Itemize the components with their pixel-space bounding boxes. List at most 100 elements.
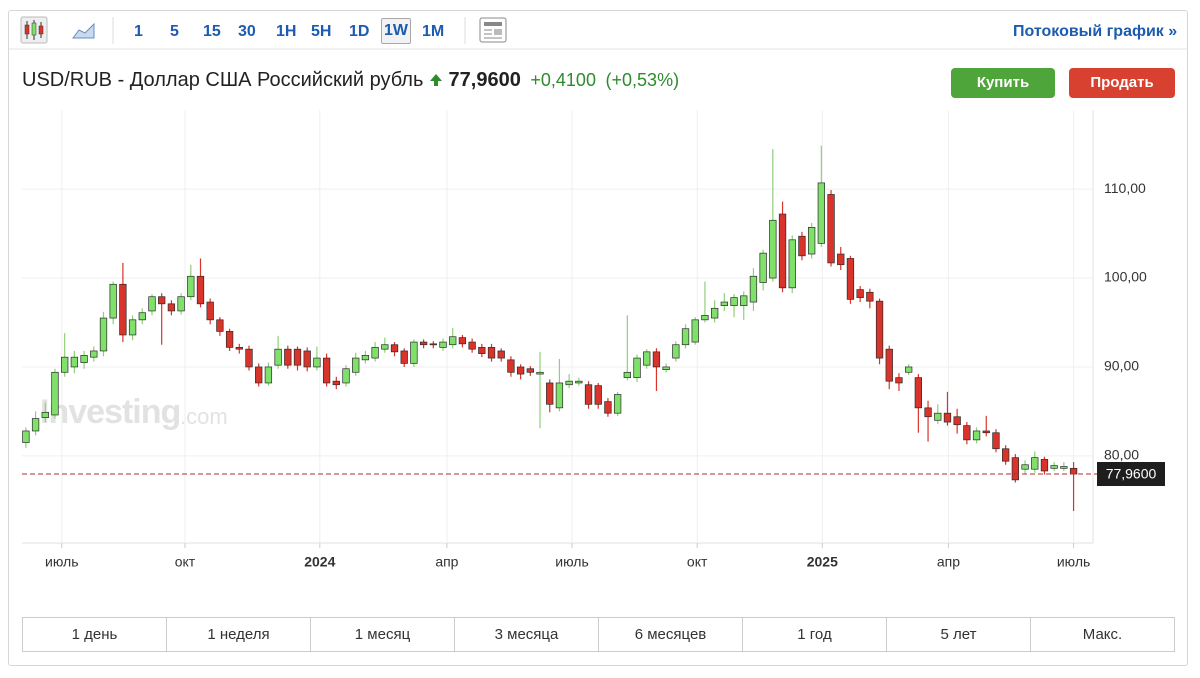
candle-body [61,356,69,373]
candle-icon[interactable] [20,16,48,44]
timeframe[interactable]: 1W [381,18,411,44]
candle-body [381,344,389,350]
candle-body [623,371,631,378]
y-tick-label: 100,00 [1104,269,1147,285]
candle-body [439,341,447,348]
candle-body [594,385,602,405]
period-button[interactable]: 5 лет [887,618,1031,651]
y-tick-label: 90,00 [1104,358,1139,374]
candle-body [914,377,923,409]
candle-body [1031,457,1039,470]
candle-body [468,341,476,350]
y-tick-label: 110,00 [1104,180,1146,196]
candle-body [953,416,961,426]
news-icon[interactable] [479,17,507,43]
candle-body [972,430,981,441]
area-icon[interactable] [72,22,95,39]
change-pct: (+0,53%) [605,70,680,90]
sell-button[interactable]: Продать [1069,68,1175,98]
candle-body [322,357,331,384]
candle-body [827,194,835,264]
candle-body [759,252,767,283]
candle-body [1050,465,1058,469]
candle-body [177,296,185,312]
candle-body [99,317,108,352]
candle-body [390,344,399,353]
candle-body [167,303,176,312]
candle-body [235,347,243,350]
candle-body [749,275,758,303]
timeframe[interactable]: 5H [311,23,332,40]
candle-body [681,328,690,346]
candle-body [555,382,564,409]
candle-body [905,366,913,373]
candle-body [613,394,622,414]
candle-body [963,425,971,441]
timeframe[interactable]: 1M [422,23,445,40]
x-tick-label: окт [687,554,708,570]
timeframe[interactable]: 1D [349,23,370,40]
candle-body [51,371,59,416]
x-tick-label: апр [435,554,458,570]
candle-body [662,366,670,370]
timeframe[interactable]: 1 [134,23,143,40]
period-bar: 1 день 1 неделя 1 месяц 3 месяца 6 месяц… [22,617,1175,652]
candle-body [943,412,952,423]
buy-button[interactable]: Купить [951,68,1055,98]
timeframe[interactable]: 30 [238,23,256,40]
candle-body [497,350,505,359]
candle-body [70,356,79,368]
candle-body [895,377,903,384]
period-button[interactable]: 1 день [23,618,167,651]
candle-body [245,348,253,368]
streaming-link[interactable]: Потоковый график » [1013,23,1178,40]
period-button[interactable]: 6 месяцев [599,618,743,651]
candle-body [875,300,884,359]
candle-body [837,253,845,266]
period-button[interactable]: 1 год [743,618,887,651]
timeframe[interactable]: 1H [276,23,297,40]
candle-body [740,295,748,306]
candle-body [458,337,467,345]
candle-body [798,235,806,257]
candle-body [846,258,855,300]
candle-body [720,301,728,306]
candle-body [643,351,651,366]
candle-body [206,301,214,321]
candle-body [507,359,515,373]
period-button[interactable]: 3 месяца [455,618,599,651]
candle-body [128,319,137,336]
candle-body [284,348,292,366]
candle-body [788,239,796,289]
x-tick-label: окт [175,554,196,570]
candle-body [342,368,350,384]
candle-body [701,315,709,321]
candle-body [264,366,273,384]
period-button[interactable]: 1 неделя [167,618,311,651]
x-tick-label: июль [1057,554,1090,570]
candle-body [778,213,787,289]
timeframe[interactable]: 15 [203,23,221,40]
candle-body [575,380,583,384]
candle-body [80,355,88,363]
candle-body [633,357,641,378]
period-button[interactable]: Макс. [1082,626,1123,643]
candle-body [817,182,825,244]
candle-body [148,296,156,312]
candle-body [31,418,40,432]
candle-body [255,366,263,384]
candle-body [672,344,680,359]
candle-body [1040,459,1049,472]
candle-body [361,355,370,361]
candle-body [274,348,282,366]
candle-body [710,307,719,319]
timeframe[interactable]: 5 [170,23,179,40]
up-arrow [429,74,442,86]
period-button[interactable]: 1 месяц [311,618,455,651]
x-tick-label: 2024 [304,554,335,570]
candle-body [856,289,864,298]
candle-body [429,343,437,346]
candle-body [1069,467,1078,475]
candle-body [992,432,1000,450]
watermark: Investing .com [40,393,228,431]
